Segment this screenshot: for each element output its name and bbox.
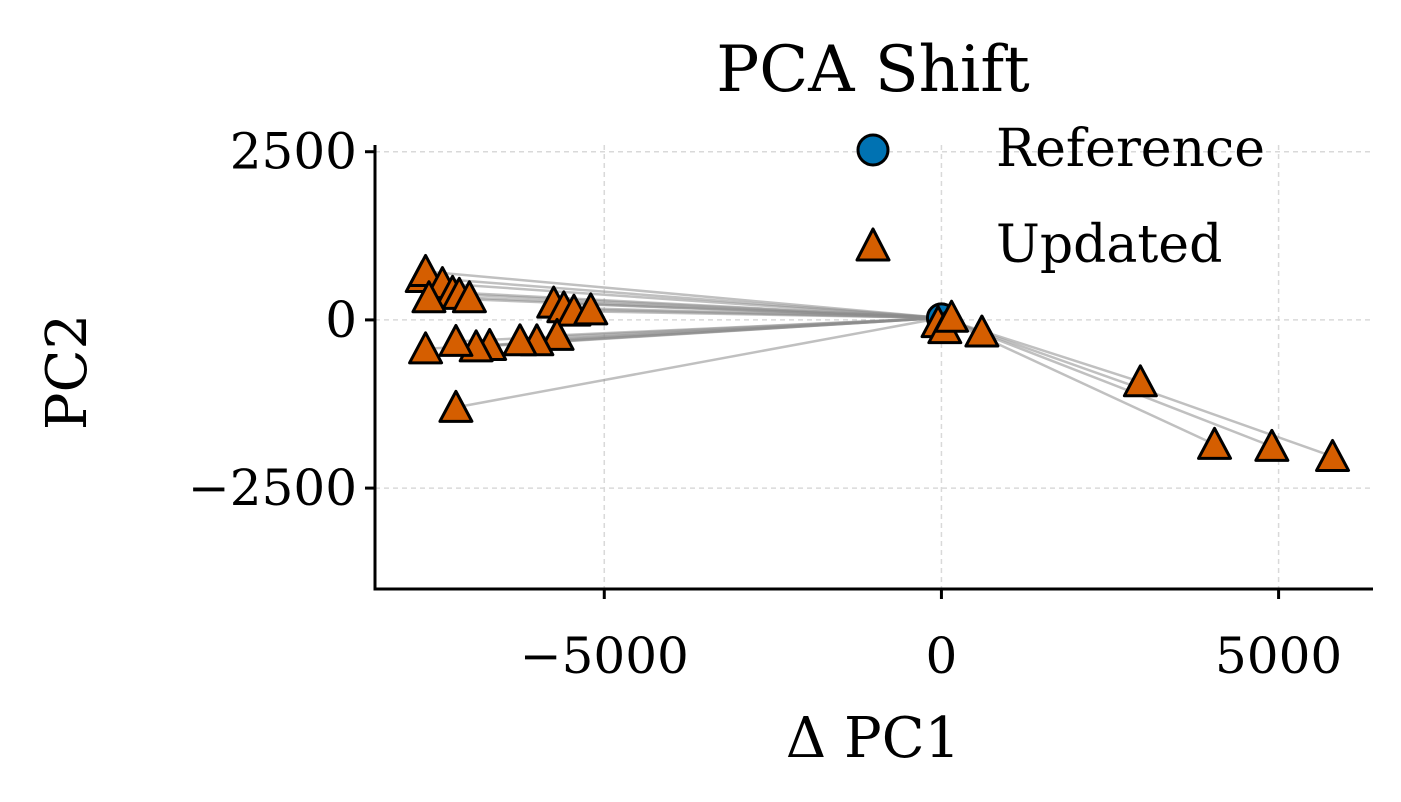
legend: Reference Updated: [855, 119, 1265, 275]
data-points: [404, 253, 1351, 472]
updated-point: [539, 317, 575, 351]
updated-point: [573, 292, 609, 326]
updated-point: [411, 280, 447, 314]
shift-line: [940, 316, 1273, 448]
updated-point: [1254, 428, 1290, 462]
legend-marker-reference: [856, 133, 890, 167]
updated-point: [502, 323, 538, 357]
x-axis-label: Δ PC1: [786, 706, 960, 771]
y-axis-label: PC2: [35, 314, 100, 430]
updated-point: [934, 299, 970, 333]
updated-point: [438, 323, 474, 357]
updated-point: [1122, 364, 1158, 398]
updated-point: [1315, 438, 1351, 472]
updated-point: [451, 280, 487, 314]
shift-line: [590, 308, 942, 320]
legend-label-reference: Reference: [996, 119, 1265, 179]
chart-title: PCA Shift: [716, 33, 1030, 107]
updated-point: [408, 331, 444, 365]
x-tick-label: 0: [926, 627, 958, 685]
y-axis-ticks: 2500 0 −2500: [188, 123, 375, 517]
x-axis-ticks: −5000 0 5000: [520, 589, 1342, 685]
updated-point: [1197, 426, 1233, 460]
x-tick-label: 5000: [1215, 627, 1342, 685]
legend-label-updated: Updated: [996, 215, 1222, 275]
x-tick-label: −5000: [520, 627, 689, 685]
shift-line: [442, 282, 942, 320]
updated-point: [438, 389, 474, 423]
updated-point: [964, 314, 1000, 348]
shift-line: [425, 270, 942, 320]
y-tick-label: 2500: [230, 123, 357, 181]
shift-line: [455, 316, 942, 409]
legend-marker-updated: [855, 227, 891, 262]
y-tick-label: 0: [325, 291, 357, 349]
grid-lines: [375, 145, 1373, 589]
y-tick-label: −2500: [188, 459, 357, 517]
